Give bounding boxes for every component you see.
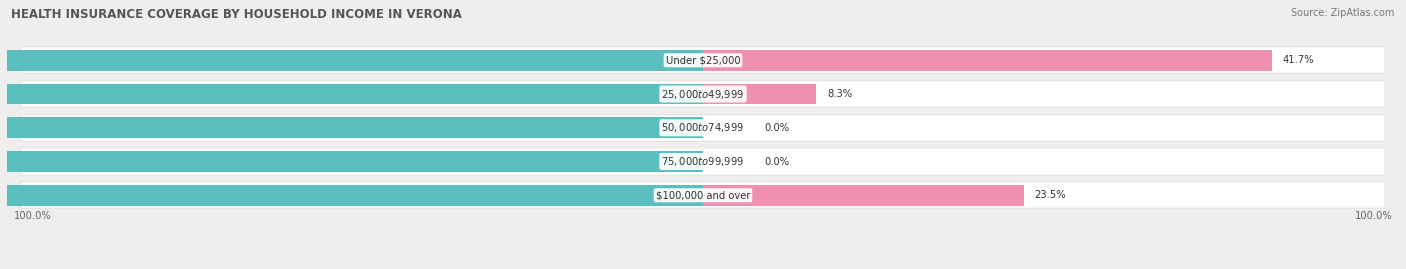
Bar	[21, 182, 1385, 208]
Bar	[21, 81, 1385, 107]
Bar	[21, 115, 1385, 141]
Text: $100,000 and over: $100,000 and over	[655, 190, 751, 200]
Text: 100.0%: 100.0%	[14, 211, 52, 221]
Text: $25,000 to $49,999: $25,000 to $49,999	[661, 87, 745, 101]
Text: 23.5%: 23.5%	[1035, 190, 1066, 200]
Bar	[703, 84, 817, 104]
Bar	[0, 151, 703, 172]
Text: 0.0%: 0.0%	[765, 123, 790, 133]
Bar	[0, 84, 703, 104]
Text: 8.3%: 8.3%	[827, 89, 852, 99]
Text: HEALTH INSURANCE COVERAGE BY HOUSEHOLD INCOME IN VERONA: HEALTH INSURANCE COVERAGE BY HOUSEHOLD I…	[11, 8, 463, 21]
Text: 41.7%: 41.7%	[1284, 55, 1315, 65]
Bar	[0, 185, 703, 206]
Text: $50,000 to $74,999: $50,000 to $74,999	[661, 121, 745, 134]
Bar	[21, 47, 1385, 73]
Bar	[21, 148, 1385, 175]
Text: 100.0%: 100.0%	[1354, 211, 1392, 221]
Bar	[0, 117, 703, 138]
Text: Under $25,000: Under $25,000	[665, 55, 741, 65]
Bar	[703, 50, 1272, 71]
Bar	[0, 50, 703, 71]
Text: 0.0%: 0.0%	[765, 157, 790, 167]
Bar	[703, 185, 1024, 206]
Text: Source: ZipAtlas.com: Source: ZipAtlas.com	[1291, 8, 1395, 18]
Text: $75,000 to $99,999: $75,000 to $99,999	[661, 155, 745, 168]
